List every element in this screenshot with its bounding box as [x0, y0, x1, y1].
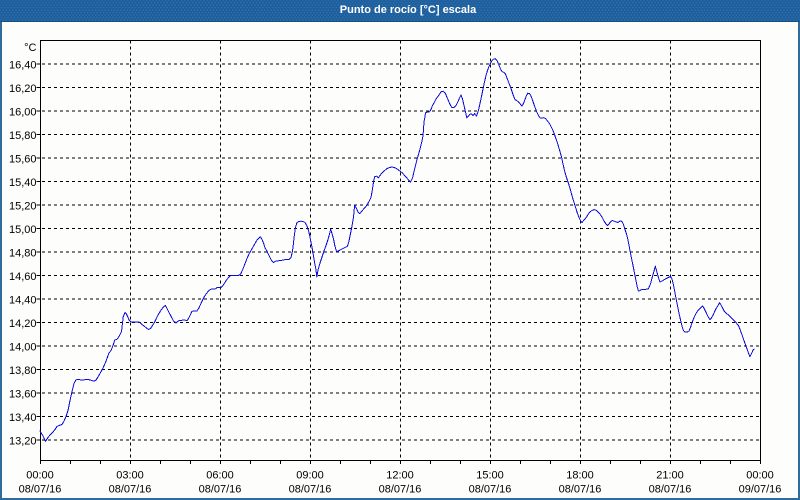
svg-text:09/07/16: 09/07/16 [739, 483, 782, 495]
svg-text:21:00: 21:00 [656, 470, 684, 482]
svg-text:14,20: 14,20 [9, 318, 37, 330]
svg-text:08/07/16: 08/07/16 [199, 483, 242, 495]
svg-text:13,80: 13,80 [9, 365, 37, 377]
svg-text:14,60: 14,60 [9, 271, 37, 283]
svg-text:08/07/16: 08/07/16 [469, 483, 512, 495]
svg-text:09:00: 09:00 [296, 470, 324, 482]
svg-text:14,80: 14,80 [9, 247, 37, 259]
svg-text:08/07/16: 08/07/16 [289, 483, 332, 495]
svg-text:03:00: 03:00 [116, 470, 144, 482]
svg-text:15:00: 15:00 [476, 470, 504, 482]
svg-text:08/07/16: 08/07/16 [109, 483, 152, 495]
svg-text:08/07/16: 08/07/16 [19, 483, 62, 495]
svg-text:00:00: 00:00 [746, 470, 774, 482]
svg-text:00:00: 00:00 [26, 470, 54, 482]
svg-text:15,20: 15,20 [9, 200, 37, 212]
svg-text:15,00: 15,00 [9, 224, 37, 236]
svg-text:12:00: 12:00 [386, 470, 414, 482]
svg-text:08/07/16: 08/07/16 [379, 483, 422, 495]
svg-text:16,00: 16,00 [9, 106, 37, 118]
svg-text:°C: °C [24, 42, 36, 54]
svg-text:15,80: 15,80 [9, 130, 37, 142]
svg-text:08/07/16: 08/07/16 [559, 483, 602, 495]
svg-text:14,40: 14,40 [9, 294, 37, 306]
svg-text:14,00: 14,00 [9, 341, 37, 353]
svg-text:06:00: 06:00 [206, 470, 234, 482]
svg-text:18:00: 18:00 [566, 470, 594, 482]
svg-text:16,40: 16,40 [9, 59, 37, 71]
svg-text:13,60: 13,60 [9, 388, 37, 400]
svg-text:13,40: 13,40 [9, 412, 37, 424]
svg-text:15,40: 15,40 [9, 177, 37, 189]
svg-text:08/07/16: 08/07/16 [649, 483, 692, 495]
svg-text:15,60: 15,60 [9, 153, 37, 165]
svg-text:13,20: 13,20 [9, 435, 37, 447]
svg-text:16,20: 16,20 [9, 83, 37, 95]
